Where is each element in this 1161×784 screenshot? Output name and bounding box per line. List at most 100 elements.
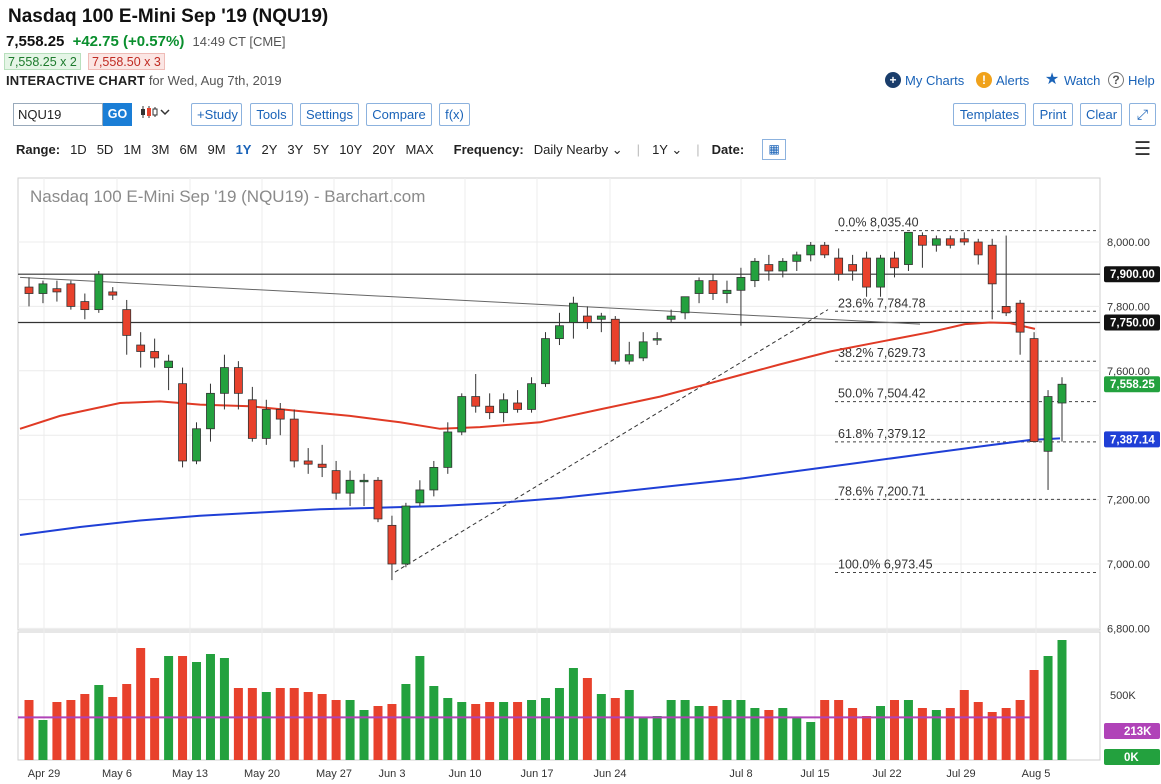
watch-label: Watch <box>1064 72 1101 88</box>
watch-link[interactable]: ★ Watch <box>1044 71 1101 88</box>
range-option[interactable]: 1D <box>70 142 87 157</box>
candle-body <box>429 466 439 491</box>
volume-badge <box>1104 723 1160 739</box>
frequency-label: Frequency: <box>453 142 524 157</box>
alerts-link[interactable]: ! Alerts <box>976 72 1029 88</box>
period-select[interactable]: 1Y ⌄ <box>652 142 682 158</box>
symbol-input[interactable] <box>13 103 103 126</box>
volume-bar <box>122 684 132 760</box>
star-icon: ★ <box>1044 71 1060 88</box>
candle-body <box>541 338 550 385</box>
x-tick-label: Jun 3 <box>379 768 406 780</box>
menu-icon[interactable]: ☰ <box>1134 139 1152 160</box>
volume-bar <box>178 656 188 760</box>
volume-bar <box>694 706 704 760</box>
candle-body <box>959 238 969 243</box>
volume-bar <box>233 688 243 760</box>
candle-body <box>331 470 341 494</box>
range-option[interactable]: 5D <box>96 142 114 157</box>
volume-bar <box>471 704 481 760</box>
fib-level-label: 78.6% 7,200.71 <box>838 484 926 498</box>
price-change: +42.75 (+0.57%) <box>72 33 185 50</box>
my-charts-label: My Charts <box>905 72 965 88</box>
candle-body <box>108 291 118 296</box>
volume-bar <box>1001 708 1011 760</box>
candle-body <box>890 257 899 269</box>
calendar-icon[interactable]: ▦ <box>762 139 787 160</box>
price-axis-badge-label: 7,750.00 <box>1110 318 1155 330</box>
volume-badge-label: 0K <box>1124 752 1139 764</box>
volume-bar <box>38 720 48 760</box>
candle-body <box>317 463 327 468</box>
print-button[interactable]: Print <box>1033 103 1073 126</box>
volume-bar <box>778 708 788 760</box>
range-options: 1D 5D 1M 3M 6M 9M 1Y 2Y 3Y 5Y 10Y 20Y MAX <box>70 142 444 157</box>
help-icon: ? <box>1108 72 1124 88</box>
alerts-label: Alerts <box>996 72 1030 88</box>
study-button[interactable]: +Study <box>191 103 242 126</box>
volume-bar <box>708 706 718 760</box>
candle-body <box>652 338 662 341</box>
clear-button[interactable]: Clear <box>1080 103 1122 126</box>
candle-body <box>904 231 913 265</box>
candle-body <box>513 402 522 410</box>
x-tick-label: Jun 17 <box>520 768 553 780</box>
range-option[interactable]: MAX <box>405 142 434 157</box>
go-button[interactable]: GO <box>103 103 132 126</box>
y-tick-label: 7,000.00 <box>1107 559 1150 571</box>
chart-type-select[interactable] <box>140 105 170 122</box>
volume-bar <box>80 694 90 760</box>
range-label: Range: <box>16 142 61 157</box>
volume-bar <box>973 702 983 760</box>
x-tick-label: May 27 <box>316 768 352 780</box>
volume-bar <box>917 708 927 760</box>
tools-button[interactable]: Tools <box>250 103 293 126</box>
candle-body <box>136 344 146 352</box>
x-tick-label: Jun 10 <box>448 768 481 780</box>
y-tick-label: 7,600.00 <box>1107 366 1150 378</box>
range-option[interactable]: 1M <box>123 142 142 157</box>
candle-body <box>24 286 34 294</box>
candle-body <box>220 367 229 394</box>
price-chart[interactable]: Apr 29 May 6 May 13 May 20 May 27 Jun 3 Jun 10… <box>0 170 1161 784</box>
settings-button[interactable]: Settings <box>300 103 359 126</box>
volume-bar <box>275 688 285 760</box>
volume-bar <box>624 690 634 760</box>
range-option[interactable]: 1Y <box>235 142 252 157</box>
volume-bar <box>164 656 174 760</box>
candle-body <box>443 431 453 468</box>
volume-tick-label: 500K <box>1110 690 1136 702</box>
volume-bar <box>848 708 858 760</box>
volume-bar <box>415 656 425 760</box>
range-option[interactable]: 2Y <box>261 142 278 157</box>
y-tick-label: 7,800.00 <box>1107 301 1150 313</box>
range-option[interactable]: 3Y <box>287 142 304 157</box>
volume-bar <box>345 700 355 760</box>
frequency-select[interactable]: Daily Nearby ⌄ <box>534 142 623 158</box>
volume-bar <box>862 716 872 760</box>
templates-button[interactable]: Templates <box>953 103 1026 126</box>
candle-body <box>750 260 760 282</box>
function-button[interactable]: f(x) <box>439 103 470 126</box>
chevron-down-icon: ⌄ <box>611 141 623 157</box>
my-charts-link[interactable]: + My Charts <box>885 72 964 88</box>
x-tick-label: Jul 15 <box>800 768 829 780</box>
x-tick-label: Jun 24 <box>593 768 626 780</box>
volume-bar <box>889 700 899 760</box>
candle-body <box>122 309 132 336</box>
range-option[interactable]: 10Y <box>339 142 363 157</box>
help-link[interactable]: ? Help <box>1108 72 1155 88</box>
range-option[interactable]: 5Y <box>313 142 330 157</box>
expand-icon[interactable]: ⤢ <box>1129 103 1156 126</box>
price-axis-badge <box>1104 266 1160 283</box>
range-option[interactable]: 6M <box>179 142 198 157</box>
price-axis-badge-label: 7,558.25 <box>1110 379 1155 391</box>
candle-body <box>973 241 983 256</box>
volume-bar <box>52 702 62 760</box>
quote-time: 14:49 CT [CME] <box>192 34 286 49</box>
compare-button[interactable]: Compare <box>366 103 432 126</box>
range-option[interactable]: 9M <box>207 142 226 157</box>
volume-bar <box>429 686 439 760</box>
range-option[interactable]: 3M <box>151 142 170 157</box>
range-option[interactable]: 20Y <box>372 142 396 157</box>
